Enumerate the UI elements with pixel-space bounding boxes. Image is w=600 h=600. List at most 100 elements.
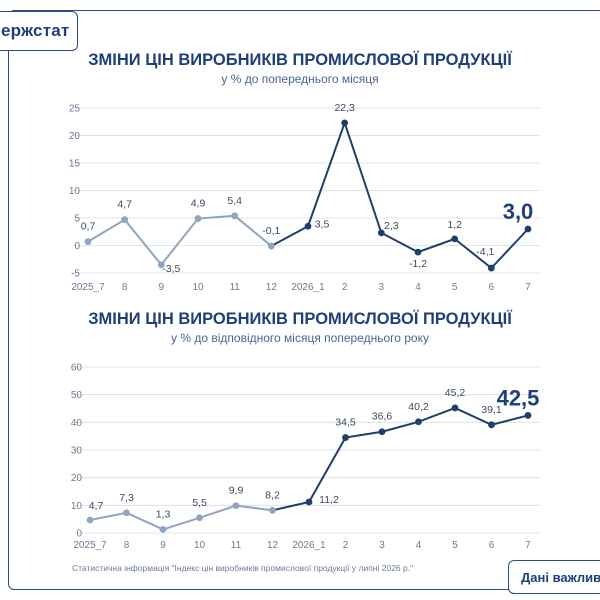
x-tick-label: 4: [416, 540, 422, 551]
chart2-title: ЗМІНИ ЦІН ВИРОБНИКІВ ПРОМИСЛОВОЇ ПРОДУКЦ…: [88, 310, 512, 328]
data-label: 1,3: [156, 508, 171, 520]
chart1-month-over-month: -5 0 5 10 15 20 25 2025_7 8 9 10 11 12 2026_1 2 3 4 5 6 7 0,…: [69, 102, 540, 293]
source-footnote: Статистична інформація "Індекс цін вироб…: [72, 563, 414, 573]
y-tick-label: 10: [71, 501, 83, 512]
y-tick-label: 50: [71, 390, 83, 401]
data-point: [157, 261, 165, 269]
data-point: [451, 235, 459, 243]
chart1-subtitle: у % до попереднього місяця: [221, 72, 379, 86]
data-point: [524, 412, 532, 419]
x-tick-label: 10: [192, 282, 204, 293]
x-tick-label: 2: [342, 282, 348, 293]
data-label: 1,2: [447, 219, 462, 231]
data-label: 2,3: [384, 220, 399, 232]
data-point: [269, 506, 276, 514]
data-label: 4,7: [89, 500, 104, 512]
y-tick-label: 20: [71, 473, 83, 484]
data-point: [524, 225, 532, 233]
data-label: -1,2: [409, 258, 427, 270]
x-tick-label: 12: [267, 540, 279, 551]
x-tick-label: 9: [159, 282, 165, 293]
x-tick-label: 2025_7: [73, 540, 107, 551]
series-line-previous: [89, 504, 273, 531]
data-point: [488, 421, 495, 429]
series-line-previous: [87, 214, 272, 267]
chart1-title: ЗМІНИ ЦІН ВИРОБНИКІВ ПРОМИСЛОВОЇ ПРОДУКЦ…: [88, 51, 512, 69]
data-label: -3,5: [162, 263, 180, 275]
y-tick-label: 40: [71, 418, 83, 429]
x-tick-label: 6: [489, 540, 495, 551]
x-tick-label: 8: [124, 540, 130, 551]
y-tick-label: 25: [69, 104, 81, 115]
x-tick-label: 5: [452, 540, 458, 551]
data-label: 3,5: [315, 218, 330, 230]
data-label: 36,6: [372, 411, 393, 423]
x-tick-label: 12: [266, 282, 278, 293]
data-label: 45,2: [445, 387, 466, 399]
data-point: [231, 212, 239, 220]
x-tick-label: 2025_7: [71, 282, 105, 293]
data-point: [414, 248, 422, 256]
data-label-highlight: 42,5: [497, 385, 540, 410]
data-label: 5,4: [227, 195, 242, 207]
data-point: [123, 509, 130, 517]
data-label: 34,5: [335, 417, 356, 429]
x-tick-label: 11: [231, 540, 242, 551]
data-label: 39,1: [481, 404, 502, 416]
data-point: [451, 404, 459, 412]
data-point: [342, 434, 349, 441]
x-tick-label: 5: [452, 282, 458, 293]
data-label: 11,2: [319, 494, 339, 506]
data-point: [121, 216, 129, 224]
logo: ержстат: [0, 11, 78, 51]
logo-text: ержстат: [1, 21, 70, 40]
data-point: [159, 526, 167, 533]
x-tick-label: 11: [229, 282, 240, 293]
page-frame: [8, 10, 600, 590]
data-label: 4,9: [191, 198, 206, 210]
data-point: [267, 242, 275, 250]
y-tick-label: 30: [71, 446, 83, 457]
data-label: 9,9: [229, 485, 244, 497]
y-tick-label: 0: [74, 241, 80, 252]
data-label: 5,5: [192, 497, 207, 509]
y-tick-label: 10: [69, 186, 81, 197]
data-point: [194, 215, 202, 222]
data-label-highlight: 3,0: [503, 199, 534, 224]
data-point: [84, 238, 92, 246]
series-line-bridge: [270, 225, 309, 247]
data-important-badge: Дані важливі: [508, 560, 600, 594]
data-point: [341, 119, 349, 127]
x-tick-label: 3: [379, 540, 385, 551]
x-tick-label: 3: [379, 282, 385, 293]
data-point: [377, 229, 385, 237]
x-tick-label: 6: [489, 282, 495, 293]
data-label: 22,3: [334, 102, 355, 114]
data-label: -4,1: [476, 246, 494, 258]
data-point: [305, 498, 313, 506]
data-point: [378, 428, 386, 436]
y-tick-label: 15: [69, 159, 81, 170]
x-tick-label: 7: [525, 540, 531, 551]
y-tick-label: 20: [69, 131, 81, 142]
data-point: [232, 502, 240, 510]
data-point: [86, 516, 94, 524]
x-tick-label: 8: [122, 282, 128, 293]
chart2-subtitle: у % до відповідного місяця попереднього …: [171, 331, 429, 345]
data-point: [415, 418, 422, 426]
x-tick-label: 7: [525, 282, 531, 293]
x-tick-label: 10: [194, 540, 206, 551]
y-tick-label: 5: [74, 214, 80, 225]
x-tick-label: 2026_1: [292, 540, 326, 551]
data-point: [196, 514, 203, 522]
data-label: -0,1: [262, 225, 280, 237]
data-point: [487, 264, 495, 272]
data-label: 7,3: [119, 492, 134, 504]
x-tick-label: 9: [160, 540, 166, 551]
data-point: [304, 222, 312, 230]
x-tick-label: 2026_1: [291, 282, 325, 293]
y-tick-label: 0: [76, 529, 82, 540]
data-label: 0,7: [81, 221, 96, 233]
y-tick-label: -5: [71, 269, 80, 280]
x-tick-label: 2: [343, 540, 349, 551]
